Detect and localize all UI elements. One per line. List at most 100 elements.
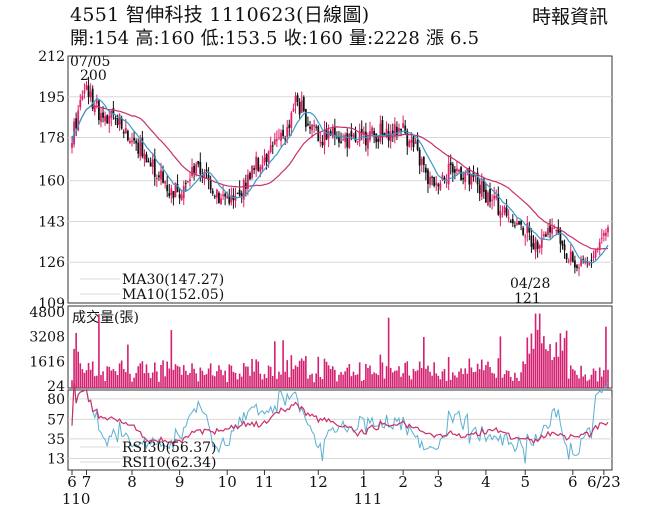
candle-body: [166, 184, 169, 192]
candle-body: [526, 223, 529, 233]
candlestick: [168, 183, 171, 199]
candlestick: [458, 168, 460, 174]
candlestick: [106, 114, 109, 125]
volume-bar: [561, 350, 564, 388]
volume-bar: [224, 370, 226, 388]
volume-bar: [342, 374, 344, 388]
candle-body: [182, 186, 185, 199]
candle-body: [497, 194, 500, 215]
candle-body: [327, 131, 330, 139]
candle-body: [458, 169, 460, 172]
volume-bar: [362, 379, 365, 388]
candle-body: [408, 141, 411, 148]
candlestick: [294, 92, 297, 114]
volume-bar: [530, 333, 533, 388]
volume-bar: [108, 366, 111, 388]
candle-body: [470, 174, 473, 185]
volume-bar: [412, 368, 415, 388]
candle-body: [199, 161, 202, 175]
candlestick: [522, 225, 525, 237]
candle-body: [427, 169, 429, 184]
volume-bar: [149, 378, 152, 388]
candle-body: [193, 165, 196, 173]
volume-bar: [414, 371, 417, 388]
candlestick: [503, 205, 506, 216]
candle-body: [110, 110, 113, 119]
candle-body: [582, 259, 585, 261]
candle-body: [224, 193, 227, 197]
candle-body: [520, 221, 522, 225]
volume-bar: [311, 373, 313, 388]
candle-body: [98, 100, 100, 121]
volume-bar: [406, 361, 409, 388]
volume-bar: [462, 374, 464, 388]
candlestick: [491, 194, 494, 210]
volume-bar: [449, 379, 452, 388]
candlestick: [172, 191, 175, 206]
volume-bar: [265, 377, 268, 388]
volume-bar: [582, 376, 584, 388]
volume-bar: [263, 374, 266, 388]
candle-body: [499, 211, 502, 218]
candlestick: [193, 162, 196, 181]
price-tick-label: 143: [38, 214, 65, 230]
candle-body: [567, 260, 570, 262]
volume-bar: [607, 369, 609, 388]
volume-bar: [522, 361, 524, 388]
candlestick: [402, 115, 405, 129]
volume-bar: [75, 332, 77, 388]
volume-bar: [416, 370, 419, 388]
candle-body: [381, 120, 384, 136]
x-tick-label: 1: [359, 473, 369, 491]
high-value-annotation: 200: [80, 68, 107, 84]
x-tick-label: 6: [568, 473, 578, 491]
candle-body: [456, 168, 458, 172]
volume-tick-label: 24: [47, 379, 65, 395]
candle-body: [532, 243, 535, 250]
candle-body: [478, 184, 481, 194]
volume-bar: [197, 381, 200, 388]
volume-bar: [199, 367, 202, 388]
candle-body: [344, 134, 347, 142]
rsi-tick-label: 13: [47, 451, 65, 467]
candle-body: [153, 156, 156, 177]
candlestick: [335, 131, 338, 140]
x-tick-label: 11: [255, 473, 274, 491]
volume-bar: [580, 365, 582, 388]
candle-body: [528, 226, 531, 233]
volume-bar: [182, 365, 185, 388]
candle-body: [424, 167, 427, 173]
volume-bar: [538, 313, 541, 388]
candlestick: [137, 138, 140, 159]
candlestick: [129, 137, 131, 145]
volume-bar: [445, 380, 448, 388]
volume-bar: [102, 371, 104, 388]
candlestick: [309, 120, 311, 134]
volume-bar: [586, 380, 589, 388]
candle-body: [280, 132, 282, 142]
candle-body: [311, 124, 313, 131]
candlestick: [323, 120, 326, 155]
volume-bar: [226, 382, 229, 388]
volume-bar: [584, 374, 587, 388]
volume-bar: [402, 373, 404, 388]
volume-bar: [447, 357, 450, 388]
candlestick: [145, 151, 148, 163]
candle-body: [352, 135, 355, 137]
candle-body: [429, 176, 431, 185]
candlestick: [414, 137, 417, 144]
candle-body: [557, 227, 560, 234]
candle-body: [174, 182, 177, 198]
candle-body: [302, 96, 305, 112]
volume-bar: [131, 381, 133, 388]
candle-body: [505, 207, 508, 216]
volume-bar: [350, 376, 353, 388]
volume-bar: [236, 379, 239, 388]
candlestick: [220, 193, 222, 205]
volume-bar: [218, 365, 220, 388]
volume-bar: [369, 365, 371, 388]
volume-bar: [563, 338, 566, 388]
candle-body: [493, 195, 496, 200]
volume-bar: [379, 354, 382, 388]
candle-body: [439, 183, 442, 190]
